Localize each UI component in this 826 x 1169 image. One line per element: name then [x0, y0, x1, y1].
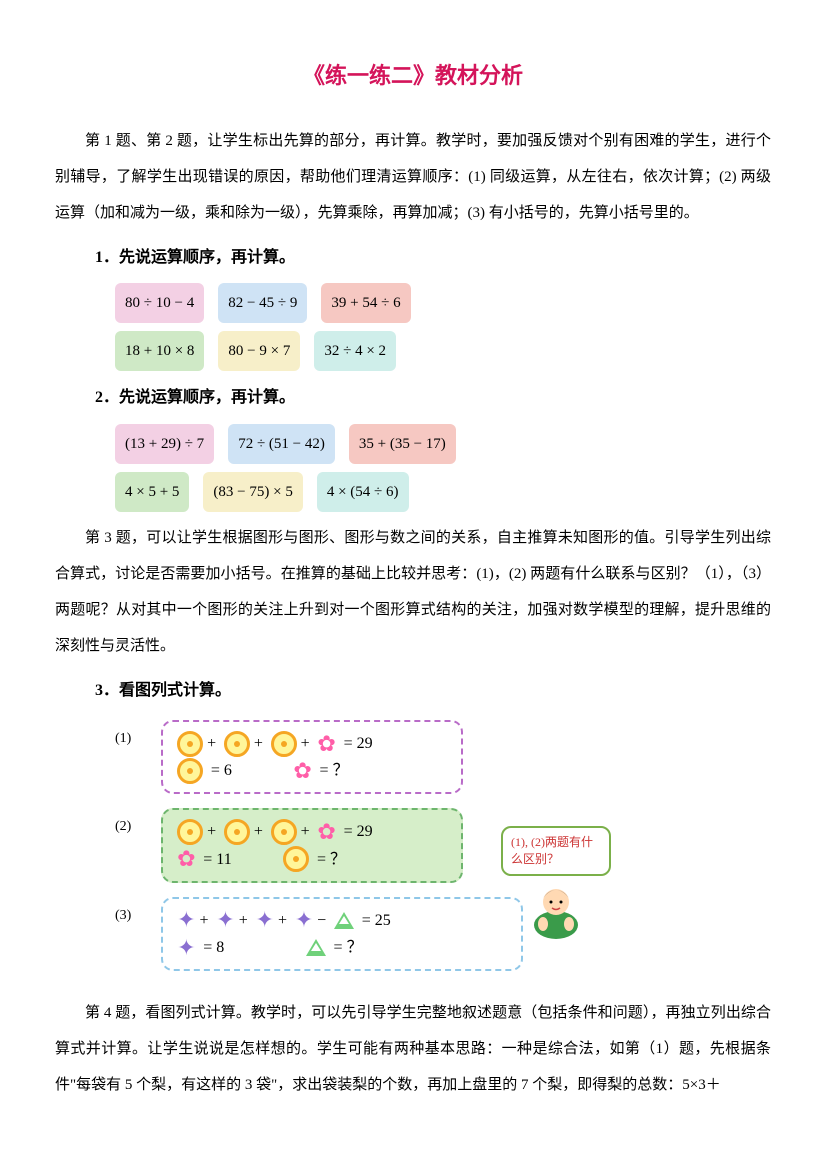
sun-icon: [283, 846, 309, 872]
flower-icon: ✦: [177, 937, 195, 959]
flower-icon: ✦: [256, 909, 274, 931]
q2-pill: 72 ÷ (51 − 42): [228, 424, 335, 464]
eq-value: = ？: [334, 939, 363, 956]
thought-bubble: (1), (2)两题有什么区别？: [501, 826, 611, 954]
eq-value: = 25: [362, 912, 391, 929]
flower-icon: ✦: [216, 909, 234, 931]
q3-panel: ✦+ ✦+ ✦+ ✦− = 25 ✦ = 8 = ？: [161, 897, 523, 971]
eq-value: = 29: [344, 823, 373, 840]
q3-label: 3．看图列式计算。: [95, 672, 771, 710]
sun-icon: [177, 758, 203, 784]
paragraph-3: 第 4 题，看图列式计算。教学时，可以先引导学生完整地叙述题意（包括条件和问题）…: [55, 995, 771, 1103]
q3-panel: + + + ✿ = 29 = 6 ✿ = ？: [161, 720, 463, 794]
q3-panel: + + + ✿ = 29 ✿ = 11 = ？: [161, 808, 463, 882]
q3-item-3: (3) ✦+ ✦+ ✦+ ✦− = 25 ✦ = 8 = ？: [115, 893, 771, 981]
bubble-text: (1), (2)两题有什么区别？: [501, 826, 611, 876]
eq-value: = ？: [317, 851, 346, 868]
q2-pill: (83 − 75) × 5: [203, 472, 302, 512]
sun-icon: [177, 731, 203, 757]
star-icon: ✿: [317, 821, 335, 843]
q3-item-1: (1) + + + ✿ = 29 = 6 ✿ = ？: [115, 716, 771, 804]
eq-value: = 8: [203, 939, 224, 956]
q2-pill: 4 × (54 ÷ 6): [317, 472, 409, 512]
q1-pill: 82 − 45 ÷ 9: [218, 283, 307, 323]
triangle-icon: [334, 912, 354, 929]
eq-value: = 29: [344, 735, 373, 752]
star-icon: ✿: [293, 760, 311, 782]
q1-pill: 18 + 10 × 8: [115, 331, 204, 371]
star-icon: ✿: [177, 848, 195, 870]
sun-icon: [224, 819, 250, 845]
q3-index: (3): [115, 899, 131, 933]
q1-row2: 18 + 10 × 8 80 − 9 × 7 32 ÷ 4 × 2: [115, 331, 771, 371]
eq-value: = 6: [211, 762, 232, 779]
q3-container: (1) + + + ✿ = 29 = 6 ✿ = ？ (1), (2)两题有什么…: [115, 716, 771, 981]
q1-pill: 80 ÷ 10 − 4: [115, 283, 204, 323]
q2-pill: (13 + 29) ÷ 7: [115, 424, 214, 464]
q2-row1: (13 + 29) ÷ 7 72 ÷ (51 − 42) 35 + (35 − …: [115, 424, 771, 464]
q1-label: 1．先说运算顺序，再计算。: [95, 239, 771, 277]
sun-icon: [224, 731, 250, 757]
q1-pill: 80 − 9 × 7: [218, 331, 300, 371]
q3-index: (1): [115, 722, 131, 756]
star-icon: ✿: [317, 733, 335, 755]
q1-row1: 80 ÷ 10 − 4 82 − 45 ÷ 9 39 + 54 ÷ 6: [115, 283, 771, 323]
sun-icon: [177, 819, 203, 845]
paragraph-2: 第 3 题，可以让学生根据图形与图形、图形与数之间的关系，自主推算未知图形的值。…: [55, 520, 771, 664]
q1-pill: 32 ÷ 4 × 2: [314, 331, 396, 371]
q1-pill: 39 + 54 ÷ 6: [321, 283, 410, 323]
boy-illustration: [501, 880, 611, 954]
sun-icon: [271, 731, 297, 757]
eq-value: = 11: [203, 851, 231, 868]
flower-icon: ✦: [177, 909, 195, 931]
paragraph-1: 第 1 题、第 2 题，让学生标出先算的部分，再计算。教学时，要加强反馈对个别有…: [55, 123, 771, 231]
q3-item-2: (2) + + + ✿ = 29 ✿ = 11 = ？: [115, 804, 771, 892]
eq-value: = ？: [320, 762, 349, 779]
triangle-icon: [306, 939, 326, 956]
flower-icon: ✦: [295, 909, 313, 931]
sun-icon: [271, 819, 297, 845]
q2-label: 2．先说运算顺序，再计算。: [95, 379, 771, 417]
page-title: 《练一练二》教材分析: [55, 50, 771, 103]
q2-pill: 35 + (35 − 17): [349, 424, 456, 464]
q2-pill: 4 × 5 + 5: [115, 472, 189, 512]
q3-index: (2): [115, 810, 131, 844]
q2-row2: 4 × 5 + 5 (83 − 75) × 5 4 × (54 ÷ 6): [115, 472, 771, 512]
